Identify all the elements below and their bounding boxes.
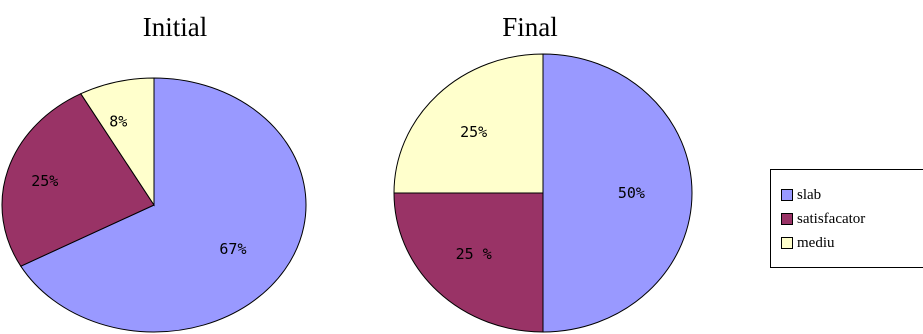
pie-slice-satisfacator (1, 93, 155, 267)
pie-slice-mediu (393, 53, 544, 194)
chart-title-initial: Initial (142, 12, 208, 42)
slice-label-mediu: 25% (460, 123, 487, 141)
slice-label-satisfacator: 25% (31, 172, 58, 190)
legend-label-mediu: mediu (797, 234, 835, 251)
legend-label-satisfacator: satisfacator (797, 210, 866, 227)
slice-label-mediu: 8% (109, 112, 127, 130)
pie-slice-slab (20, 77, 307, 333)
slice-label-satisfacator: 25 % (456, 245, 492, 263)
legend-label-slab: slab (797, 186, 822, 203)
pie-chart-final: 50% 25 % 25% (393, 53, 693, 333)
pie-slice-mediu (80, 77, 155, 207)
legend-item-slab: slab (781, 186, 821, 204)
chart-legend: slab satisfacator mediu (770, 169, 923, 268)
pie-chart-initial: 67% 25% 8% (1, 77, 307, 333)
pie-slice-satisfacator (393, 192, 544, 333)
legend-swatch-slab (781, 189, 793, 201)
slice-label-slab: 67% (219, 240, 246, 258)
chart-title-final: Final (502, 12, 558, 42)
pie-slice-slab (542, 53, 693, 333)
slice-label-slab: 50% (618, 184, 645, 202)
legend-item-satisfacator: satisfacator (781, 210, 865, 228)
legend-swatch-satisfacator (781, 213, 793, 225)
legend-swatch-mediu (781, 237, 793, 249)
legend-item-mediu: mediu (781, 234, 835, 252)
